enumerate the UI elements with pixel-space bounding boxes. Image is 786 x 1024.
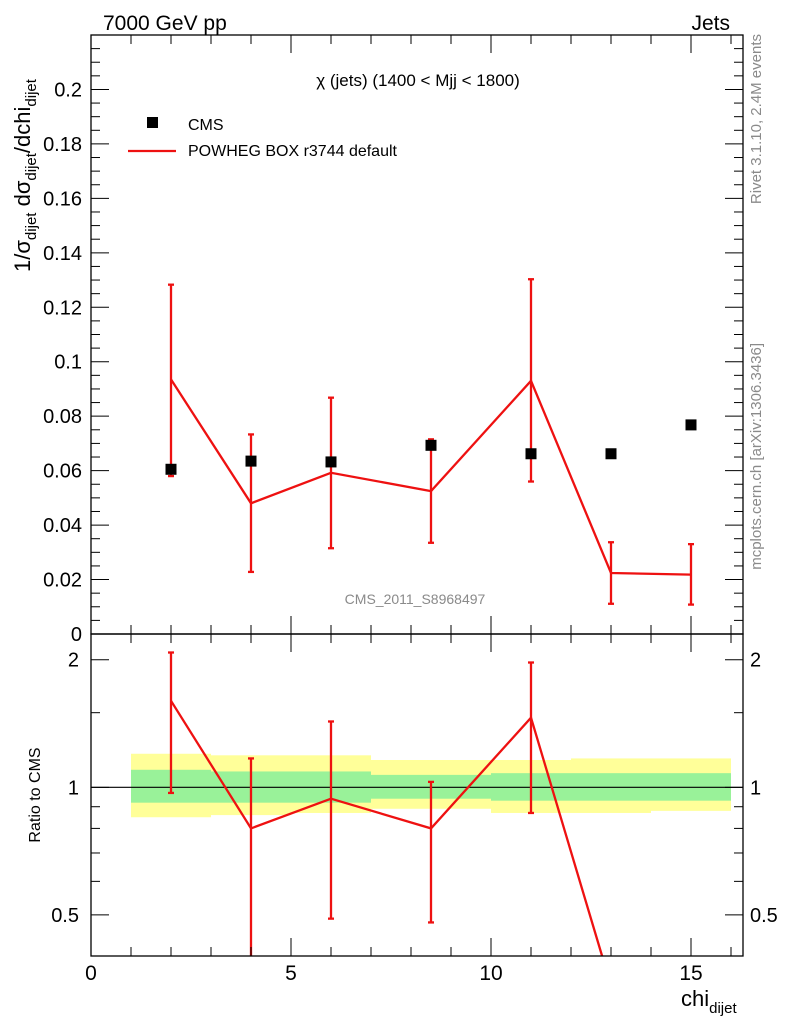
ratio-y-tick-label-right: 1 bbox=[750, 777, 761, 799]
cms-data-marker bbox=[245, 455, 257, 467]
main-y-axis-label: 1/σdijet dσdijet/dchidijet bbox=[10, 78, 40, 272]
cms-data-marker bbox=[525, 448, 537, 460]
main-y-tick-label: 0.18 bbox=[43, 134, 82, 156]
main-y-tick-label: 0.08 bbox=[43, 406, 82, 428]
ratio-y-tick-label: 1 bbox=[68, 777, 79, 799]
ratio-plot-panel: 0.5 0.5 1 1 2 2 0 5 10 15 Ratio to CMS bbox=[27, 633, 778, 985]
main-y-tick-label: 0.1 bbox=[54, 352, 82, 374]
ratio-y-tick-label-right: 2 bbox=[750, 650, 761, 672]
main-plot-title: χ (jets) (1400 < Mjj < 1800) bbox=[316, 71, 520, 90]
main-y-tick-label: 0.04 bbox=[43, 515, 82, 537]
legend: CMS POWHEG BOX r3744 default bbox=[128, 117, 398, 160]
legend-cms-marker bbox=[147, 117, 158, 128]
ratio-y-tick-label: 2 bbox=[68, 650, 79, 672]
mcplots-credit-text: mcplots.cern.ch [arXiv:1306.3436] bbox=[748, 343, 765, 570]
analysis-watermark: CMS_2011_S8968497 bbox=[345, 591, 486, 607]
x-axis-label: chidijet bbox=[681, 986, 737, 1017]
legend-cms-label: CMS bbox=[188, 117, 224, 134]
main-y-tick-label: 0.2 bbox=[54, 79, 82, 101]
cms-data-marker bbox=[425, 439, 437, 451]
main-y-tick-label: 0.14 bbox=[43, 243, 82, 265]
header-right: Jets bbox=[691, 12, 730, 35]
cms-data-marker bbox=[325, 456, 337, 468]
ratio-plot-frame bbox=[90, 633, 744, 957]
x-tick-label: 10 bbox=[479, 962, 502, 985]
ratio-y-tick-label: 0.5 bbox=[51, 905, 79, 927]
cms-data-marker bbox=[605, 448, 617, 460]
ratio-y-tick-label-right: 0.5 bbox=[750, 905, 778, 927]
ratio-powheg-line bbox=[170, 700, 604, 957]
cms-data-marker bbox=[685, 419, 697, 431]
rivet-version-text: Rivet 3.1.10, 2.4M events bbox=[748, 34, 765, 204]
main-y-tick-label: 0.06 bbox=[43, 461, 82, 483]
legend-powheg-label: POWHEG BOX r3744 default bbox=[188, 143, 398, 160]
x-tick-label: 15 bbox=[679, 962, 702, 985]
x-tick-label: 0 bbox=[85, 962, 97, 985]
ratio-y-axis-label: Ratio to CMS bbox=[27, 747, 44, 842]
main-y-tick-label: 0.02 bbox=[43, 570, 82, 592]
main-y-tick-label: 0 bbox=[71, 624, 82, 646]
x-tick-label: 5 bbox=[285, 962, 297, 985]
main-y-tick-label: 0.12 bbox=[43, 297, 82, 319]
main-plot-panel: 00.020.040.060.080.10.120.140.160.180.2 … bbox=[10, 34, 744, 646]
main-y-tick-label: 0.16 bbox=[43, 188, 82, 210]
cms-data-marker bbox=[165, 463, 177, 475]
header-left: 7000 GeV pp bbox=[103, 12, 227, 35]
